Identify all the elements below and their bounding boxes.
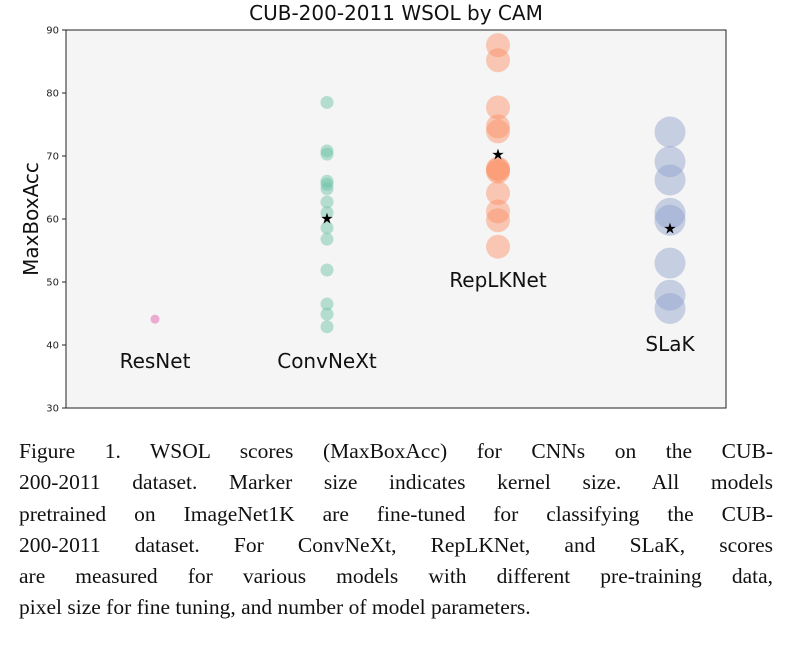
data-point (320, 232, 334, 246)
data-point (486, 208, 510, 233)
y-axis-label: MaxBoxAcc (19, 162, 43, 276)
series-replknet: ★ (486, 33, 510, 259)
data-point (486, 159, 510, 184)
data-point (486, 114, 510, 139)
data-point (486, 181, 510, 206)
y-tick-label: 50 (46, 278, 59, 289)
series-label: ResNet (120, 349, 191, 373)
caption-line: 200-2011 dataset. For ConvNeXt, RepLKNet… (19, 532, 773, 557)
data-point (320, 182, 334, 196)
data-point (486, 119, 510, 144)
plot-area (65, 29, 727, 409)
caption-line: pretrained on ImageNet1K are fine-tuned … (19, 501, 773, 526)
data-point (320, 177, 334, 191)
series-slak: ★ (654, 116, 686, 324)
data-point (320, 206, 334, 220)
data-point (320, 195, 334, 209)
data-point (320, 320, 334, 334)
figure-caption: Figure 1. WSOL scores (MaxBoxAcc) for CN… (19, 436, 773, 624)
scatter-chart: CUB-200-2011 WSOL by CAM MaxBoxAcc 30 40 5… (19, 1, 727, 415)
mean-star-marker: ★ (491, 146, 504, 164)
data-point (654, 164, 686, 196)
data-point (320, 147, 334, 161)
data-point (486, 156, 510, 181)
y-tick-label: 60 (46, 215, 59, 226)
caption-line: pixel size for fine tuning, and number o… (19, 595, 531, 620)
caption-line: 200-2011 dataset. Marker size indicates … (19, 470, 773, 495)
y-tick-label: 80 (46, 89, 59, 100)
data-point (654, 146, 686, 178)
caption-line: are measured for various models with dif… (19, 564, 773, 589)
data-point (654, 247, 686, 279)
mean-star-marker: ★ (663, 219, 676, 237)
y-tick-label: 90 (46, 26, 59, 37)
data-point (150, 314, 160, 324)
data-point (486, 234, 510, 259)
y-tick-label: 30 (46, 404, 59, 415)
data-point (654, 197, 686, 229)
y-tick-label: 40 (46, 341, 59, 352)
data-point (486, 95, 510, 120)
y-tick-label: 70 (46, 152, 59, 163)
data-point (320, 144, 334, 158)
series-label: RepLKNet (449, 268, 547, 292)
data-point (320, 174, 334, 188)
series-label: SLaK (645, 332, 695, 356)
data-point (486, 33, 510, 58)
data-point (654, 204, 686, 236)
data-point (320, 307, 334, 321)
data-point (486, 199, 510, 224)
mean-star-marker: ★ (320, 209, 333, 227)
series-label: ConvNeXt (277, 349, 377, 373)
data-point (320, 95, 334, 109)
data-point (654, 292, 686, 324)
series-convnext: ★ (320, 95, 334, 334)
data-point (486, 157, 510, 182)
data-point (654, 116, 686, 148)
chart-title: CUB-200-2011 WSOL by CAM (249, 1, 543, 25)
series-resnet (150, 314, 160, 324)
data-point (654, 279, 686, 311)
data-point (486, 48, 510, 73)
caption-line: Figure 1. WSOL scores (MaxBoxAcc) for CN… (19, 439, 773, 463)
data-point (320, 297, 334, 311)
data-point (320, 263, 334, 277)
data-point (320, 221, 334, 235)
